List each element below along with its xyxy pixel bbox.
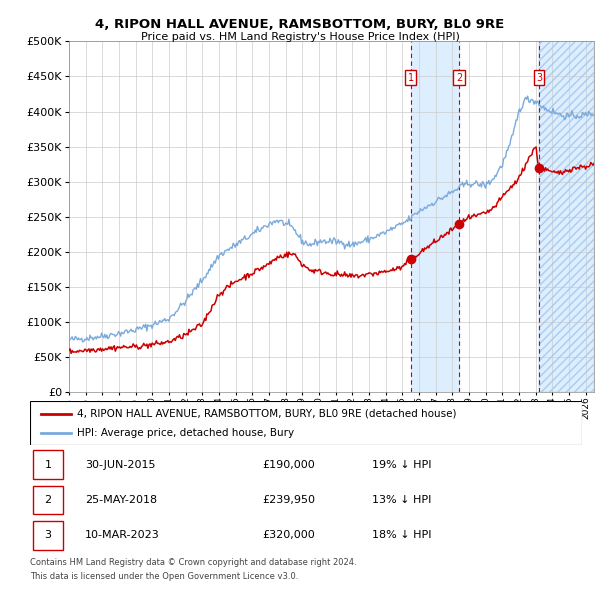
Text: 30-JUN-2015: 30-JUN-2015 — [85, 460, 156, 470]
FancyBboxPatch shape — [33, 451, 63, 479]
Text: 18% ↓ HPI: 18% ↓ HPI — [372, 530, 432, 540]
Text: 19% ↓ HPI: 19% ↓ HPI — [372, 460, 432, 470]
FancyBboxPatch shape — [33, 486, 63, 514]
Text: HPI: Average price, detached house, Bury: HPI: Average price, detached house, Bury — [77, 428, 294, 438]
Text: 4, RIPON HALL AVENUE, RAMSBOTTOM, BURY, BL0 9RE: 4, RIPON HALL AVENUE, RAMSBOTTOM, BURY, … — [95, 18, 505, 31]
Text: £190,000: £190,000 — [262, 460, 314, 470]
FancyBboxPatch shape — [33, 520, 63, 550]
Text: 10-MAR-2023: 10-MAR-2023 — [85, 530, 160, 540]
Text: 1: 1 — [407, 73, 414, 83]
Text: 13% ↓ HPI: 13% ↓ HPI — [372, 495, 431, 505]
Text: 2: 2 — [456, 73, 462, 83]
Text: Price paid vs. HM Land Registry's House Price Index (HPI): Price paid vs. HM Land Registry's House … — [140, 32, 460, 42]
Text: 3: 3 — [44, 530, 52, 540]
Text: This data is licensed under the Open Government Licence v3.0.: This data is licensed under the Open Gov… — [30, 572, 298, 581]
Bar — [410, 41, 459, 392]
Text: £239,950: £239,950 — [262, 495, 315, 505]
Text: 25-MAY-2018: 25-MAY-2018 — [85, 495, 157, 505]
Text: 3: 3 — [536, 73, 542, 83]
Text: 2: 2 — [44, 495, 52, 505]
Bar — [539, 41, 594, 392]
Text: 1: 1 — [44, 460, 52, 470]
Text: £320,000: £320,000 — [262, 530, 314, 540]
Text: 4, RIPON HALL AVENUE, RAMSBOTTOM, BURY, BL0 9RE (detached house): 4, RIPON HALL AVENUE, RAMSBOTTOM, BURY, … — [77, 409, 457, 418]
Text: Contains HM Land Registry data © Crown copyright and database right 2024.: Contains HM Land Registry data © Crown c… — [30, 558, 356, 566]
FancyBboxPatch shape — [30, 401, 582, 445]
Bar — [539, 41, 594, 392]
